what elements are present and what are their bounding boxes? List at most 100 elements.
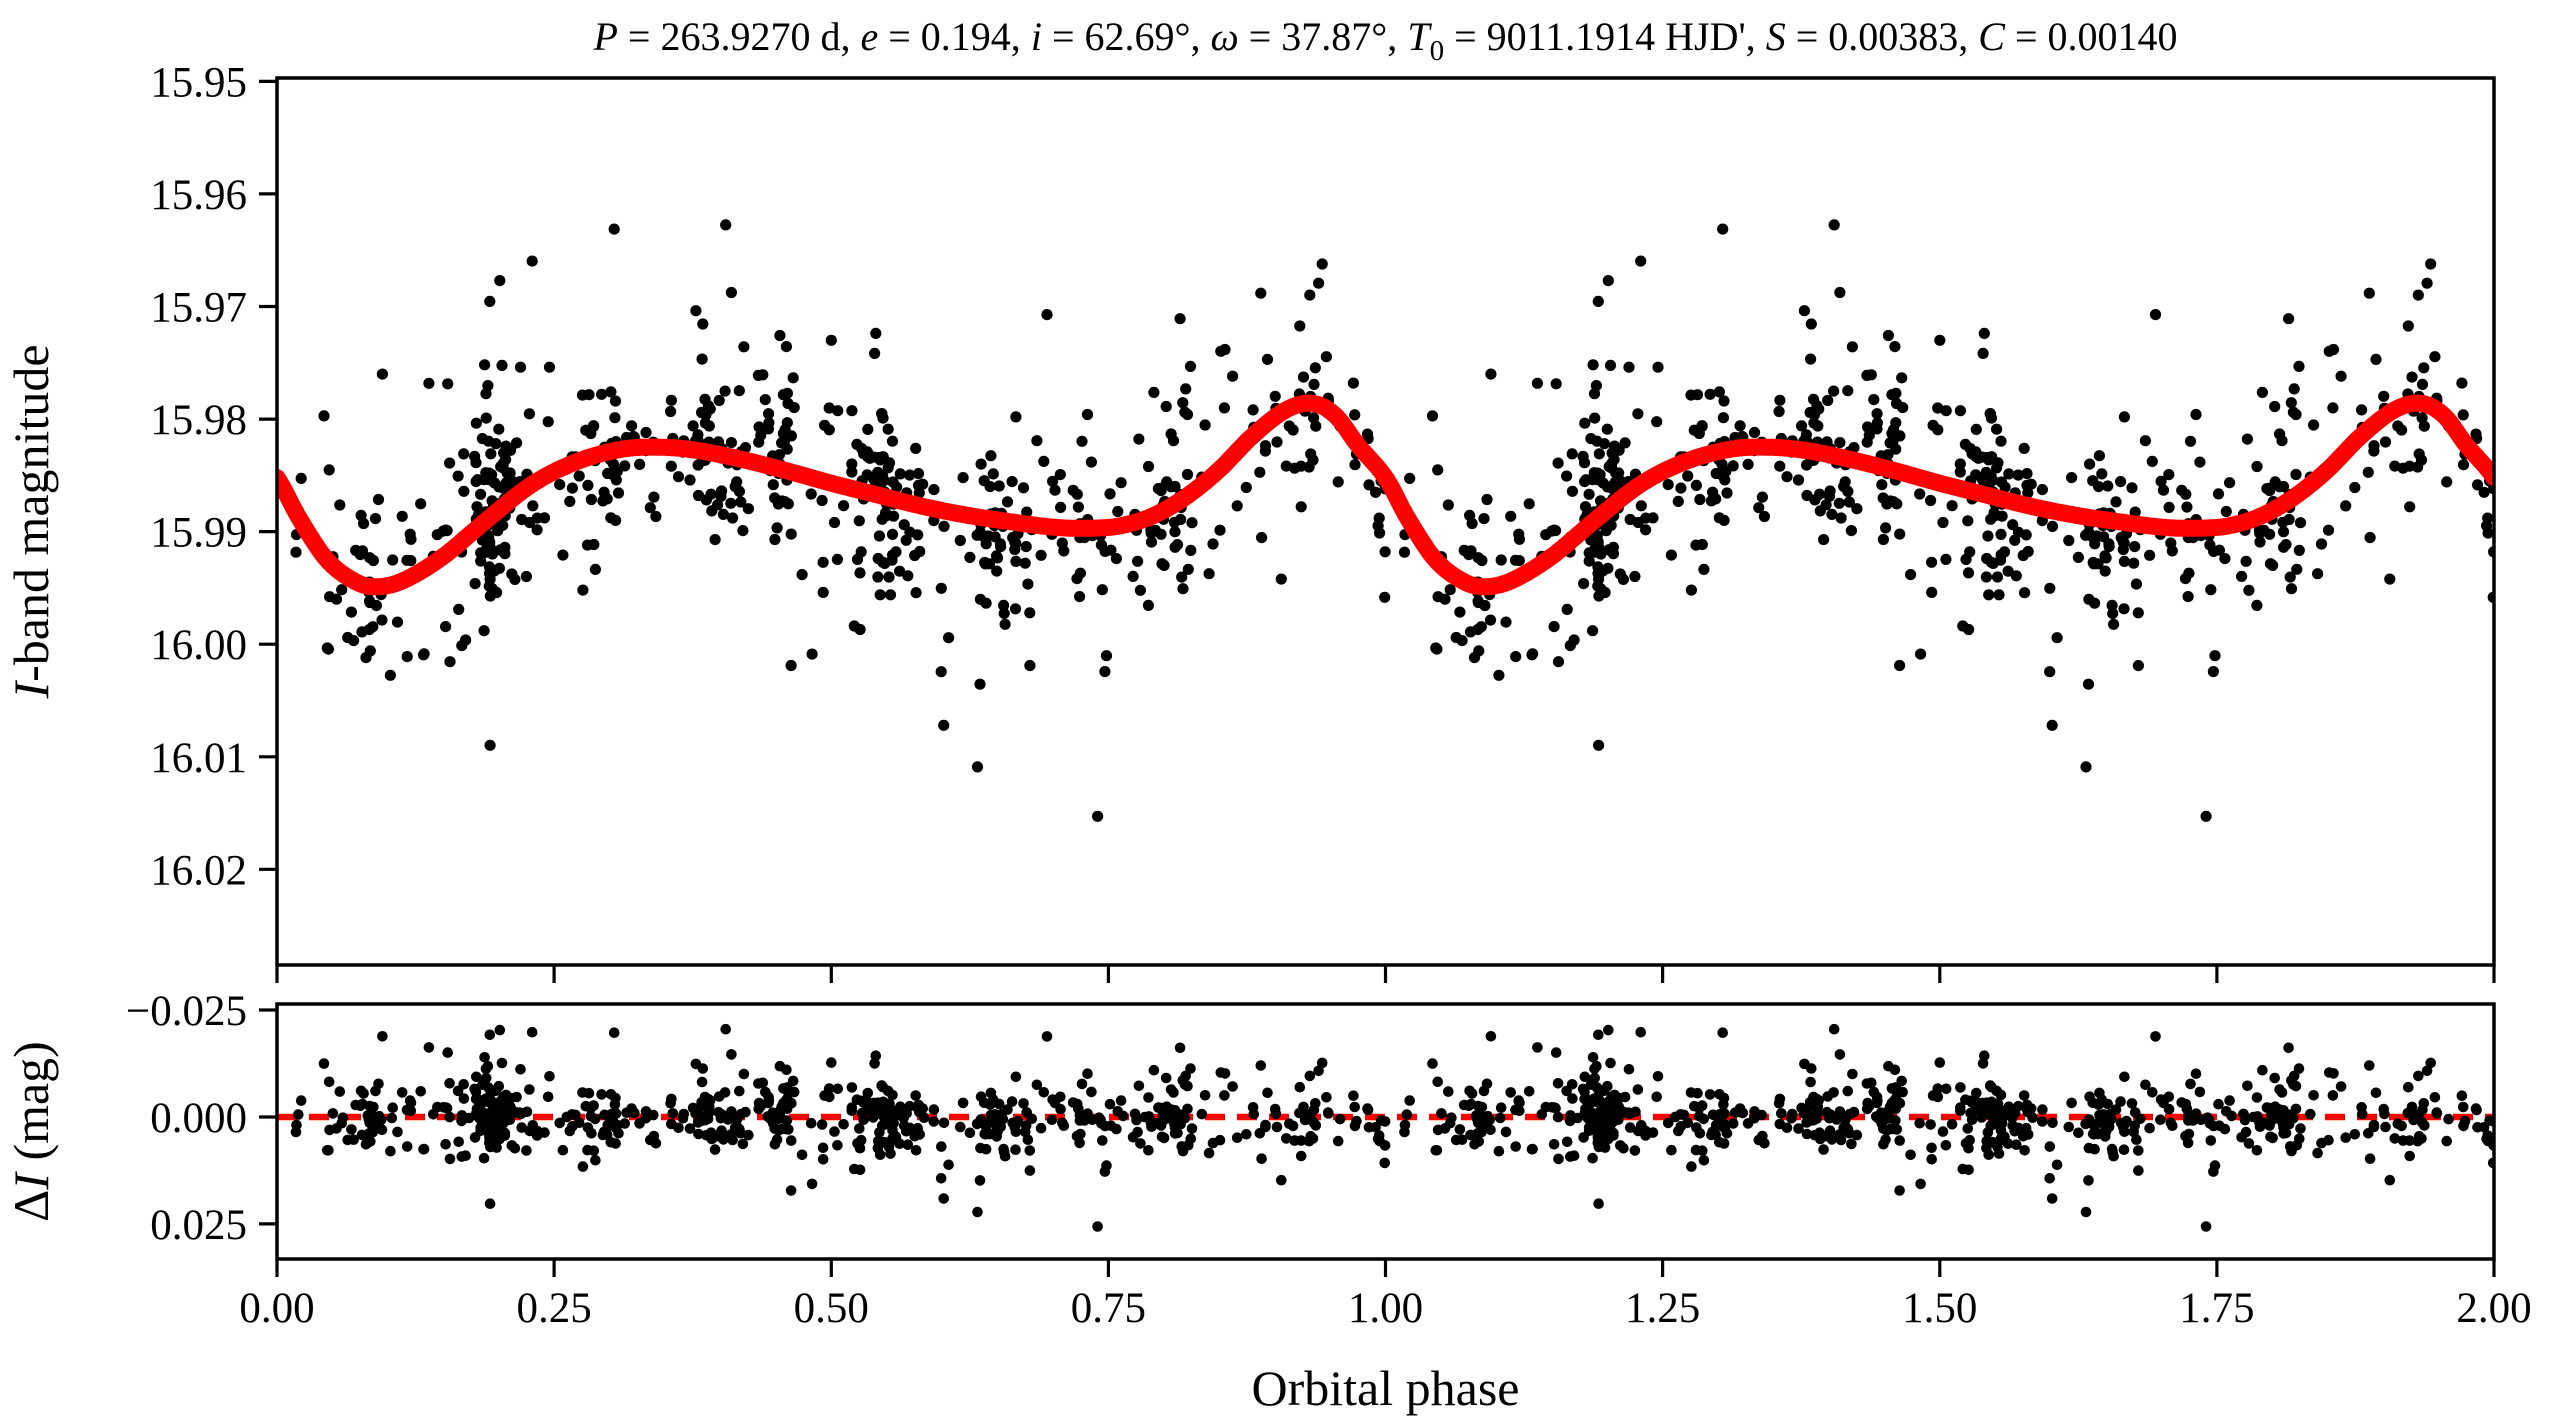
data-point xyxy=(1984,408,1996,420)
residual-point xyxy=(1847,1068,1858,1080)
residual-point xyxy=(769,1139,781,1150)
data-point xyxy=(1485,368,1497,380)
data-point xyxy=(2258,524,2270,537)
data-point xyxy=(665,460,677,472)
data-point xyxy=(1882,329,1894,342)
residual-point xyxy=(1675,1121,1687,1132)
data-point xyxy=(1610,467,1622,479)
residual-point xyxy=(1256,1153,1267,1164)
data-point xyxy=(1982,530,1994,542)
data-point xyxy=(1588,388,1601,400)
data-point xyxy=(585,493,598,506)
residual-point xyxy=(872,1135,884,1147)
data-point xyxy=(644,502,656,514)
data-point xyxy=(1105,544,1117,556)
data-point xyxy=(1805,318,1817,330)
data-point xyxy=(2283,513,2295,526)
data-point xyxy=(1593,573,1605,585)
residual-point xyxy=(867,1112,879,1123)
data-point xyxy=(2370,353,2382,365)
data-point xyxy=(444,656,456,668)
residual-point xyxy=(1156,1102,1167,1114)
residual-point xyxy=(1105,1120,1117,1131)
residual-point xyxy=(938,1193,949,1204)
residual-point xyxy=(726,1106,737,1117)
residual-point xyxy=(1996,1118,2008,1129)
data-point xyxy=(1010,555,1022,568)
residual-point xyxy=(1786,1113,1797,1124)
data-point xyxy=(1926,586,1938,599)
data-point xyxy=(1914,488,1926,500)
data-point xyxy=(1880,522,1892,534)
residual-point xyxy=(1896,1075,1907,1087)
residual-point xyxy=(588,1100,599,1111)
residual-point xyxy=(972,1206,983,1218)
residual-point xyxy=(785,1185,797,1196)
data-point xyxy=(510,437,523,449)
residual-point xyxy=(1801,1128,1813,1140)
residual-point xyxy=(1696,1100,1708,1111)
data-point xyxy=(2288,383,2300,395)
data-point xyxy=(703,420,715,432)
residual-point xyxy=(2221,1106,2232,1117)
data-point xyxy=(2364,532,2376,544)
data-point xyxy=(2236,570,2248,583)
data-point xyxy=(2418,362,2430,374)
data-point xyxy=(1218,402,1230,414)
data-point xyxy=(805,488,817,500)
data-point xyxy=(1603,544,1615,556)
data-point xyxy=(1696,538,1708,551)
residual-point xyxy=(440,1139,451,1150)
data-point xyxy=(709,534,721,546)
residual-point xyxy=(826,1057,837,1068)
data-point xyxy=(870,327,882,339)
data-point xyxy=(886,528,899,541)
data-point xyxy=(1548,621,1560,633)
data-point xyxy=(876,513,888,525)
residual-point xyxy=(1219,1068,1231,1079)
residual-point xyxy=(2294,1133,2305,1144)
data-point xyxy=(665,394,678,406)
data-point xyxy=(1155,482,1167,494)
data-point xyxy=(476,433,488,445)
residual-point xyxy=(1799,1058,1810,1070)
data-point xyxy=(1905,569,1917,581)
residual-point xyxy=(401,1141,413,1152)
data-point xyxy=(1991,462,2003,474)
residual-point xyxy=(2080,1206,2092,1218)
residual-point xyxy=(782,1093,793,1104)
data-point xyxy=(1954,466,1966,478)
data-point xyxy=(478,625,490,637)
residual-point xyxy=(1484,1114,1495,1126)
data-point xyxy=(1047,475,1059,487)
data-point xyxy=(964,551,976,564)
data-point xyxy=(1256,532,1268,544)
data-point xyxy=(992,552,1004,564)
data-point xyxy=(831,553,844,566)
residual-point xyxy=(2416,1133,2427,1144)
data-point xyxy=(1179,406,1191,418)
residual-point xyxy=(2363,1128,2374,1139)
residual-point xyxy=(1399,1126,1410,1138)
data-point xyxy=(994,538,1007,550)
data-point xyxy=(2471,479,2484,491)
residual-point xyxy=(2349,1129,2361,1140)
data-point xyxy=(1721,487,1733,499)
residual-point xyxy=(943,1159,954,1171)
data-point xyxy=(1363,479,1375,491)
residual-point xyxy=(478,1152,490,1164)
residual-point xyxy=(373,1078,384,1090)
residual-point xyxy=(1132,1126,1143,1138)
data-point xyxy=(1868,394,1880,406)
data-point xyxy=(1550,378,1562,390)
residual-point xyxy=(2370,1087,2382,1099)
residual-point xyxy=(1826,1134,1838,1145)
residual-point xyxy=(355,1085,367,1097)
data-point xyxy=(1579,417,1591,429)
data-point xyxy=(1934,334,1946,346)
data-point xyxy=(2251,460,2263,473)
residual-point xyxy=(452,1085,464,1097)
data-point xyxy=(2046,719,2058,731)
residual-point xyxy=(704,1101,715,1113)
data-point xyxy=(2277,480,2290,493)
